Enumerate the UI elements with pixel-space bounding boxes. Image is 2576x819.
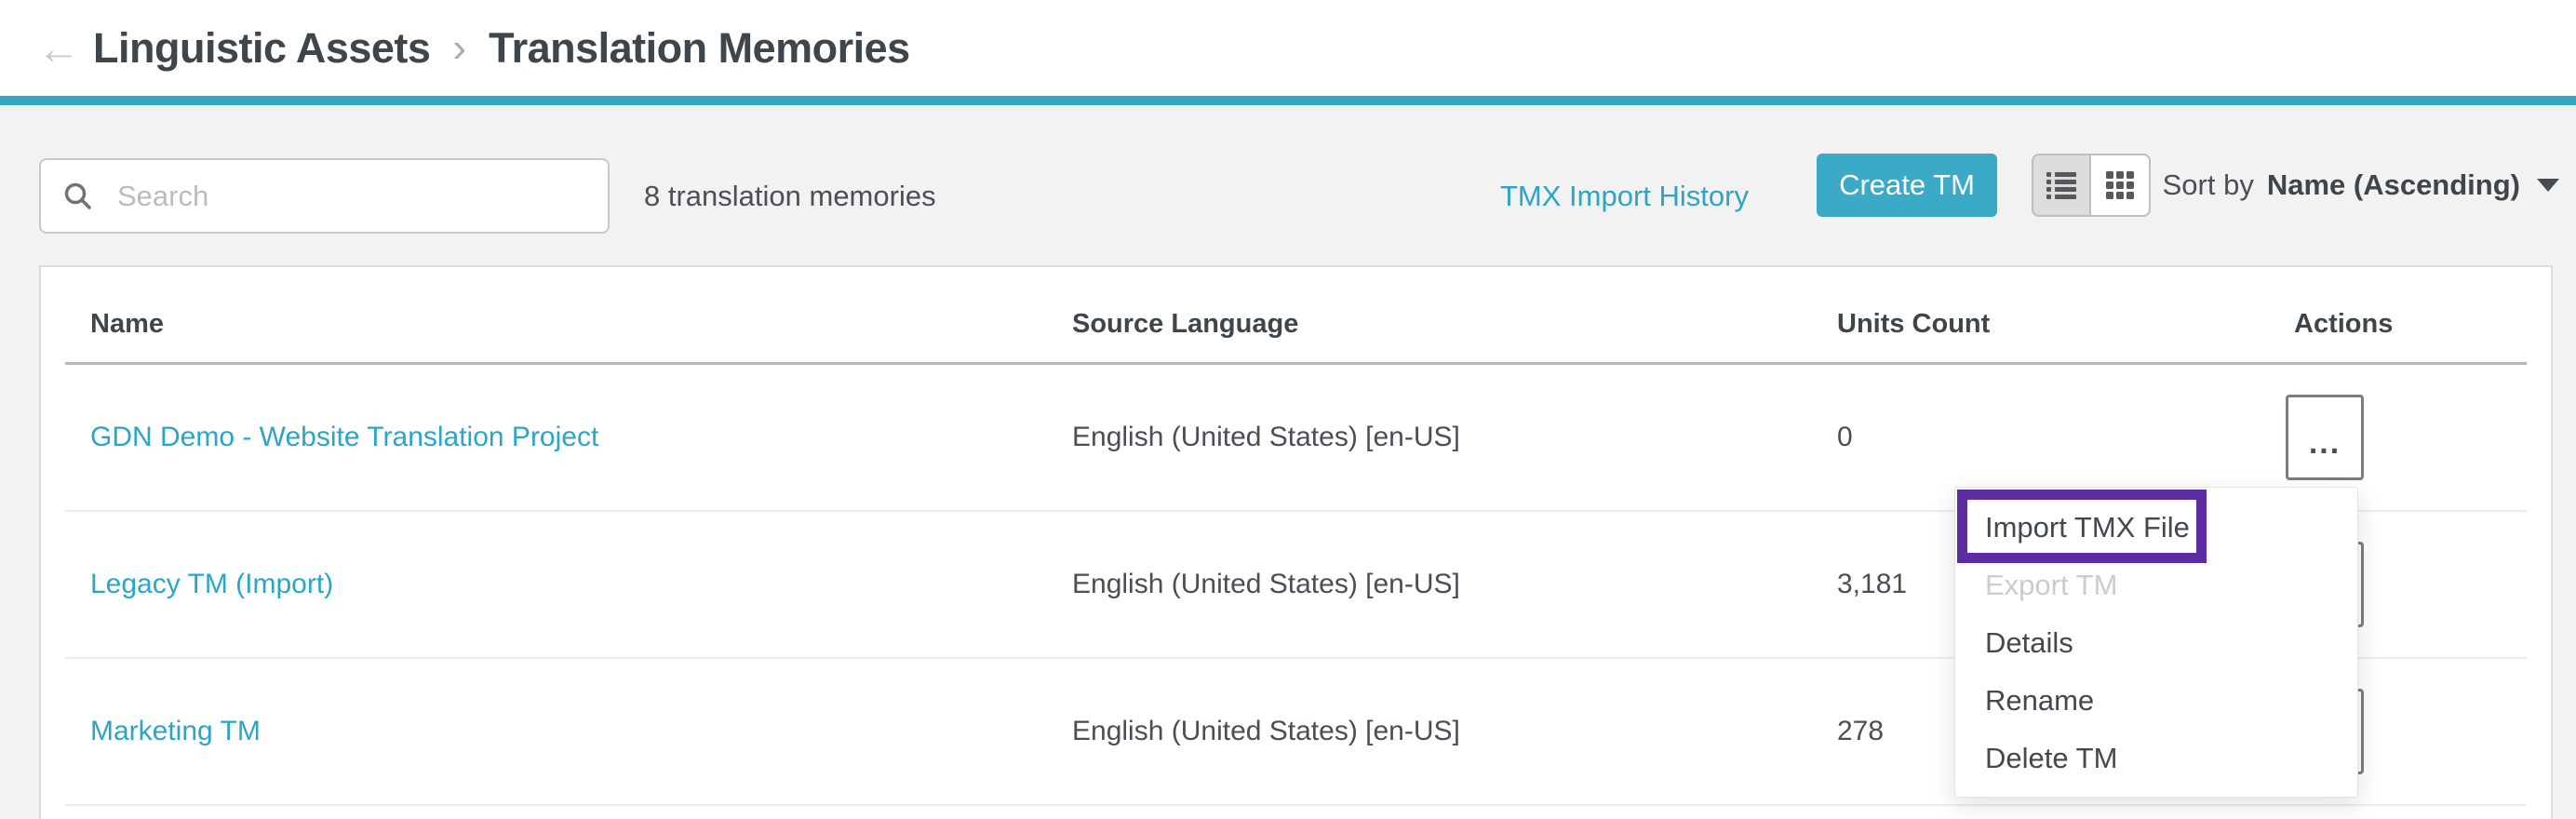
grid-view-icon: [2106, 171, 2134, 199]
table-header-row: Name Source Language Units Count Actions: [65, 267, 2527, 365]
menu-item-details[interactable]: Details: [1985, 626, 2073, 659]
row-actions-menu: Import TMX File Export TM Details Rename…: [1954, 487, 2358, 798]
app-header: ← Linguistic Assets › Translation Memori…: [0, 0, 2576, 105]
tm-table-card: Name Source Language Units Count Actions…: [39, 265, 2553, 819]
search-input[interactable]: [117, 179, 587, 213]
breadcrumb-separator-icon: ›: [452, 24, 467, 71]
search-icon: [61, 180, 117, 213]
sort-value: Name (Ascending): [2266, 168, 2520, 201]
units-count-cell: 0: [1837, 422, 1853, 452]
column-header-actions: Actions: [2294, 309, 2394, 339]
page-title: Translation Memories: [489, 23, 910, 72]
source-language-cell: English (United States) [en-US]: [1072, 569, 1460, 599]
chevron-down-icon: [2537, 179, 2559, 192]
breadcrumb-parent[interactable]: Linguistic Assets: [93, 23, 431, 72]
source-language-cell: English (United States) [en-US]: [1072, 422, 1460, 452]
column-header-name: Name: [90, 309, 164, 339]
column-header-source-language: Source Language: [1072, 309, 1299, 339]
list-view-icon: [2046, 171, 2076, 199]
menu-item-import-tmx-file[interactable]: Import TMX File: [1985, 511, 2190, 544]
menu-item-rename[interactable]: Rename: [1985, 684, 2095, 717]
list-view-button[interactable]: [2032, 154, 2091, 217]
actions-cell: ...: [2286, 395, 2527, 480]
tm-count-label: 8 translation memories: [644, 179, 936, 212]
table-row: GDN Demo - Website Translation Project E…: [65, 365, 2527, 512]
row-actions-button[interactable]: ...: [2286, 395, 2364, 480]
view-toggle: [2032, 154, 2151, 217]
create-tm-button[interactable]: Create TM: [1817, 154, 1997, 217]
tm-name-link[interactable]: GDN Demo - Website Translation Project: [90, 422, 599, 452]
tm-name-link[interactable]: Marketing TM: [90, 716, 261, 746]
column-header-units-count: Units Count: [1837, 309, 1991, 339]
menu-item-export-tm: Export TM: [1985, 569, 2118, 601]
units-count-cell: 3,181: [1837, 569, 1908, 599]
sort-by-label: Sort by: [2162, 168, 2254, 201]
menu-item-delete-tm[interactable]: Delete TM: [1985, 742, 2118, 774]
sort-control[interactable]: Sort by Name (Ascending): [2163, 154, 2559, 217]
grid-view-button[interactable]: [2091, 154, 2151, 217]
units-count-cell: 278: [1837, 716, 1885, 746]
tmx-import-history-link[interactable]: TMX Import History: [1500, 179, 1749, 212]
search-box[interactable]: [39, 158, 610, 234]
source-language-cell: English (United States) [en-US]: [1072, 716, 1460, 746]
tm-name-link[interactable]: Legacy TM (Import): [90, 569, 334, 599]
